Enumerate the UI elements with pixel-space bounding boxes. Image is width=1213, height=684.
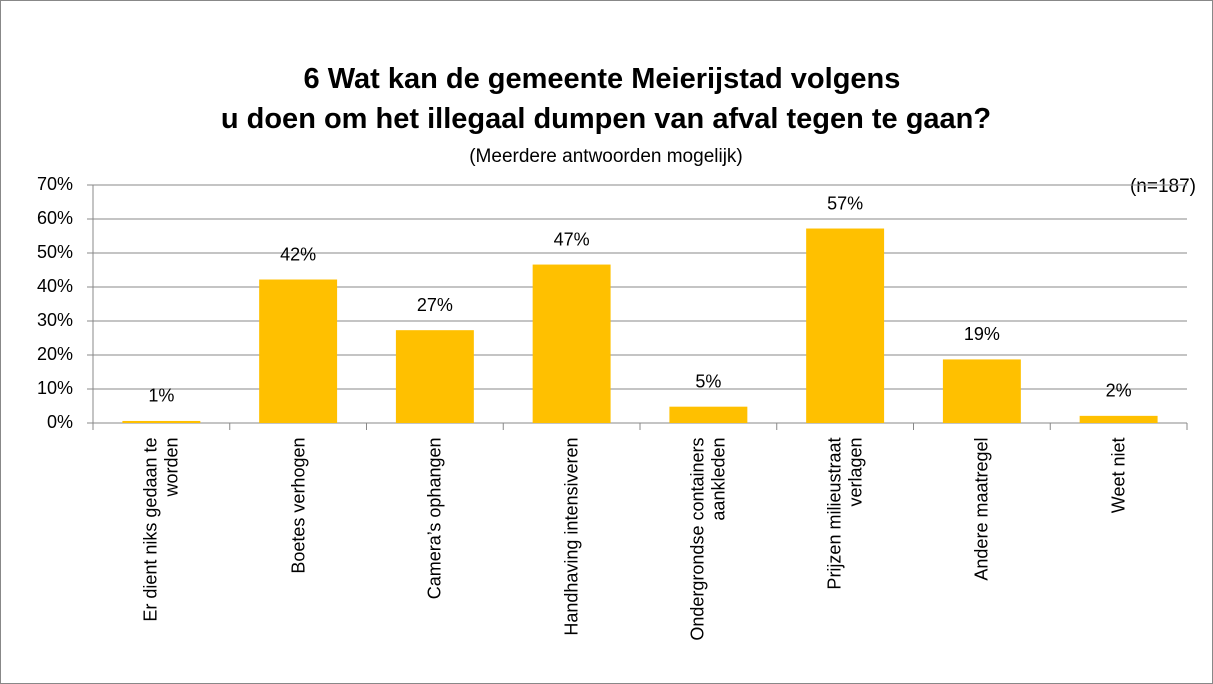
bar	[806, 228, 885, 423]
x-tick-label: Handhaving intensiveren	[561, 437, 582, 636]
y-tick-label: 70%	[37, 174, 73, 194]
x-tick-label: Andere maatregel	[971, 437, 992, 581]
value-label: 1%	[148, 386, 174, 406]
bar	[395, 330, 474, 423]
sample-size: (n=187)	[1130, 176, 1196, 197]
y-tick-label: 10%	[37, 378, 73, 398]
chart-title: 6 Wat kan de gemeente Meierijstad volgen…	[221, 63, 991, 135]
value-label: 19%	[964, 324, 1000, 344]
bar	[259, 279, 338, 423]
bar	[942, 359, 1021, 423]
x-tick-label: Camera’s ophangen	[424, 437, 445, 599]
bar	[1079, 415, 1158, 423]
y-tick-label: 40%	[37, 276, 73, 296]
chart-subtitle: (Meerdere antwoorden mogelijk)	[469, 146, 743, 167]
y-tick-label: 0%	[47, 412, 73, 432]
y-tick-label: 60%	[37, 208, 73, 228]
y-tick-label: 20%	[37, 344, 73, 364]
bar	[122, 420, 201, 423]
value-label: 42%	[280, 244, 316, 264]
y-tick-label: 30%	[37, 310, 73, 330]
bar	[669, 406, 748, 423]
value-label: 57%	[827, 193, 863, 213]
value-label: 5%	[695, 371, 721, 391]
value-label: 47%	[554, 229, 590, 249]
x-tick-label: Ondergrondse containers aankleden	[687, 437, 729, 641]
x-tick-label: Prijzen milieustraat verlagen	[824, 437, 866, 590]
value-label: 2%	[1106, 381, 1132, 401]
y-tick-label: 50%	[37, 242, 73, 262]
x-tick-label: Er dient niks gedaan te worden	[140, 437, 182, 622]
x-tick-label: Boetes verhogen	[287, 437, 308, 574]
x-tick-label: Weet niet	[1108, 437, 1129, 513]
bar	[532, 264, 611, 423]
value-label: 27%	[417, 295, 453, 315]
